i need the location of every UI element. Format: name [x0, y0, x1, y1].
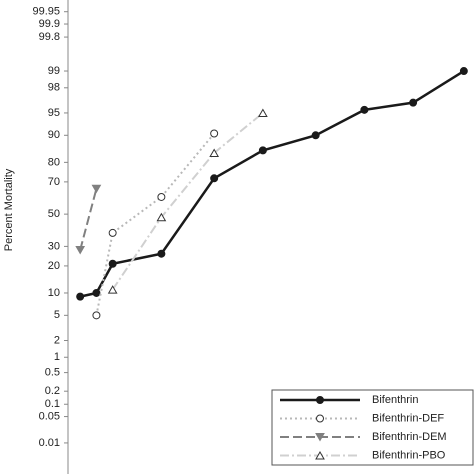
y-tick-label: 10 [48, 287, 60, 299]
y-tick-label: 99 [48, 65, 60, 77]
y-tick-label: 70 [48, 176, 60, 188]
marker [409, 98, 418, 107]
marker [360, 105, 369, 114]
y-tick-label: 98 [48, 82, 60, 94]
legend-label: Bifenthrin-PBO [372, 449, 446, 461]
series-line [95, 132, 215, 316]
y-tick-label: 30 [48, 240, 60, 252]
y-tick-label: 2 [54, 334, 60, 346]
marker [108, 228, 117, 237]
marker [107, 285, 118, 294]
marker [258, 108, 268, 117]
legend-label: Bifenthrin-DEM [372, 431, 447, 443]
legend-label: Bifenthrin [372, 394, 418, 406]
y-tick-label: 20 [48, 260, 60, 272]
marker [156, 212, 167, 222]
y-tick-label: 50 [48, 208, 60, 220]
y-tick-label: 1 [54, 351, 60, 363]
marker [76, 292, 85, 301]
marker [316, 414, 324, 423]
marker [157, 249, 166, 258]
y-tick-label: 0.1 [45, 398, 60, 410]
series-line [111, 112, 264, 291]
marker [210, 129, 219, 138]
marker [311, 131, 320, 140]
y-tick-label: 99.95 [32, 6, 60, 18]
y-tick-label: 99.9 [39, 18, 60, 30]
marker [316, 396, 324, 404]
marker [92, 288, 101, 297]
marker [315, 433, 325, 442]
y-axis-label: Percent Mortality [3, 168, 15, 251]
series-line [79, 188, 98, 251]
marker [258, 146, 267, 155]
legend-box [271, 389, 474, 466]
marker [108, 259, 117, 268]
y-tick-label: 0.05 [39, 410, 60, 422]
y-tick-label: 80 [48, 156, 60, 168]
marker [209, 148, 220, 157]
marker [210, 174, 219, 183]
marker [75, 245, 86, 255]
y-tick-label: 95 [48, 107, 60, 119]
y-tick-label: 0.2 [45, 385, 60, 397]
y-tick-label: 90 [48, 129, 60, 141]
y-tick-label: 5 [54, 309, 60, 321]
marker [92, 311, 101, 320]
legend-label: Bifenthrin-DEF [372, 412, 444, 424]
y-tick-label: 0.5 [45, 367, 60, 379]
marker [91, 184, 102, 194]
y-tick-label: 99.8 [39, 31, 60, 43]
marker [315, 450, 325, 460]
series-line [79, 69, 465, 298]
marker [459, 67, 468, 76]
marker [157, 192, 166, 201]
y-tick-label: 0.01 [39, 437, 60, 449]
